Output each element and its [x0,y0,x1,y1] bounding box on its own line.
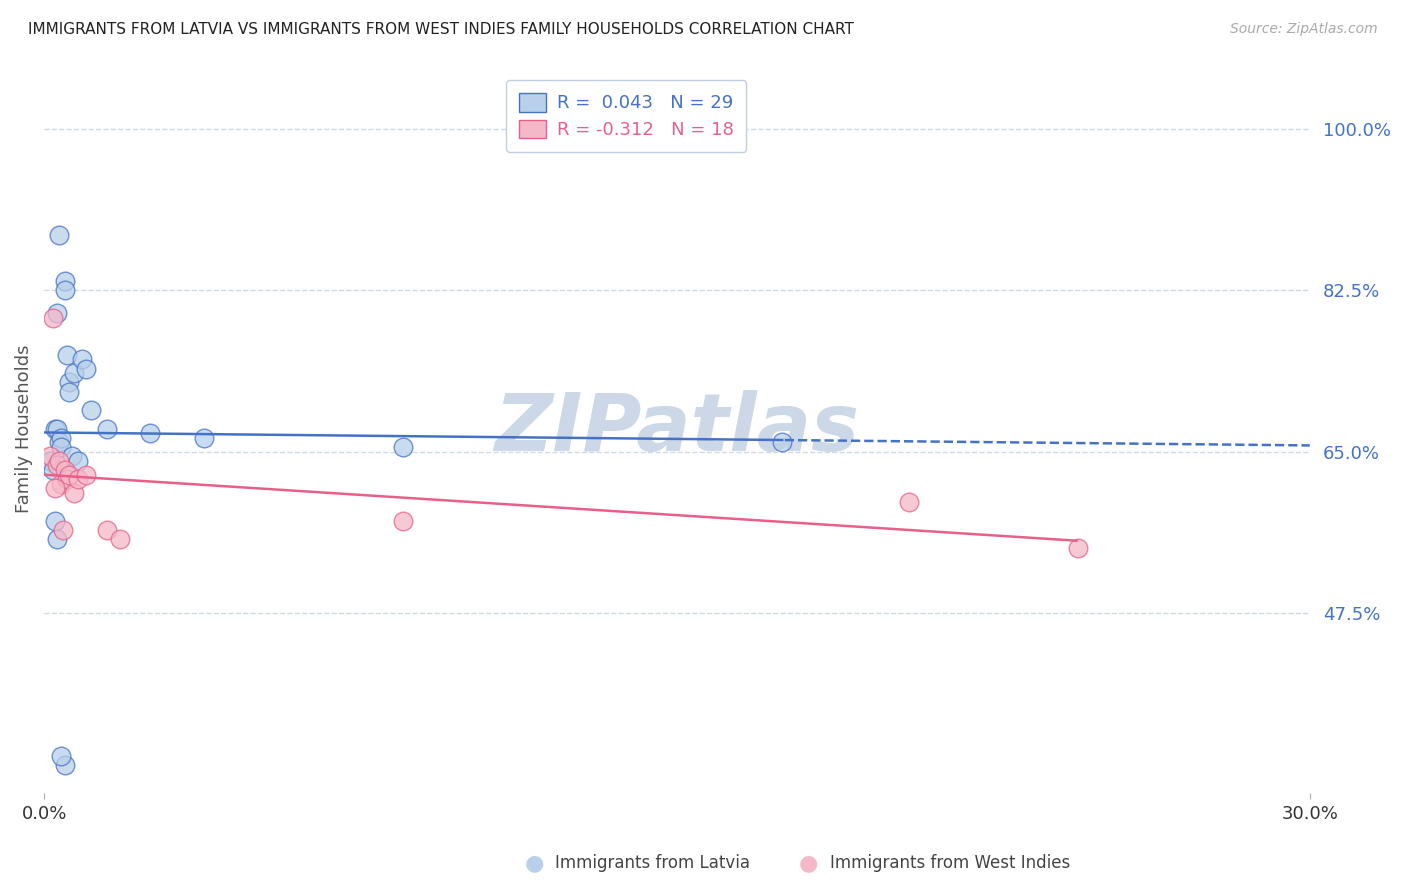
Point [52,523,75,537]
Point [1067,541,1090,556]
Point [49,440,72,454]
Point [75,467,97,482]
Point [39,454,62,468]
Point [60,449,83,463]
Point [138,426,160,441]
Point [62,366,84,380]
Point [48,435,70,450]
Text: ●: ● [524,854,544,873]
Point [53,758,76,772]
Point [53,463,76,477]
Point [58,376,80,390]
Point [56,472,79,486]
Point [62,486,84,500]
Point [70,352,93,367]
Text: IMMIGRANTS FROM LATVIA VS IMMIGRANTS FROM WEST INDIES FAMILY HOUSEHOLDS CORRELAT: IMMIGRANTS FROM LATVIA VS IMMIGRANTS FRO… [28,22,853,37]
Point [45,421,67,435]
Text: ●: ● [799,854,818,873]
Point [58,467,80,482]
Point [49,476,72,491]
Point [96,523,118,537]
Point [391,440,413,454]
Point [898,495,921,509]
Text: Source: ZipAtlas.com: Source: ZipAtlas.com [1230,22,1378,37]
Point [770,435,793,450]
Point [41,463,63,477]
Point [96,421,118,435]
Point [49,749,72,764]
Point [79,403,101,417]
Point [58,384,80,399]
Point [48,227,70,242]
Point [39,449,62,463]
Point [66,454,89,468]
Point [45,306,67,320]
Point [41,310,63,325]
Point [44,482,66,496]
Point [66,472,89,486]
Point [391,514,413,528]
Text: Immigrants from Latvia: Immigrants from Latvia [555,855,751,872]
Text: Immigrants from West Indies: Immigrants from West Indies [830,855,1070,872]
Point [53,274,76,288]
Y-axis label: Family Households: Family Households [15,344,32,513]
Point [108,533,131,547]
Point [193,431,215,445]
Point [45,458,67,473]
Point [49,431,72,445]
Point [45,533,67,547]
Point [44,514,66,528]
Point [48,454,70,468]
Point [44,421,66,435]
Legend: R =  0.043   N = 29, R = -0.312   N = 18: R = 0.043 N = 29, R = -0.312 N = 18 [506,80,747,152]
Point [56,348,79,362]
Point [53,283,76,297]
Point [75,361,97,376]
Text: ZIPatlas: ZIPatlas [495,390,859,467]
